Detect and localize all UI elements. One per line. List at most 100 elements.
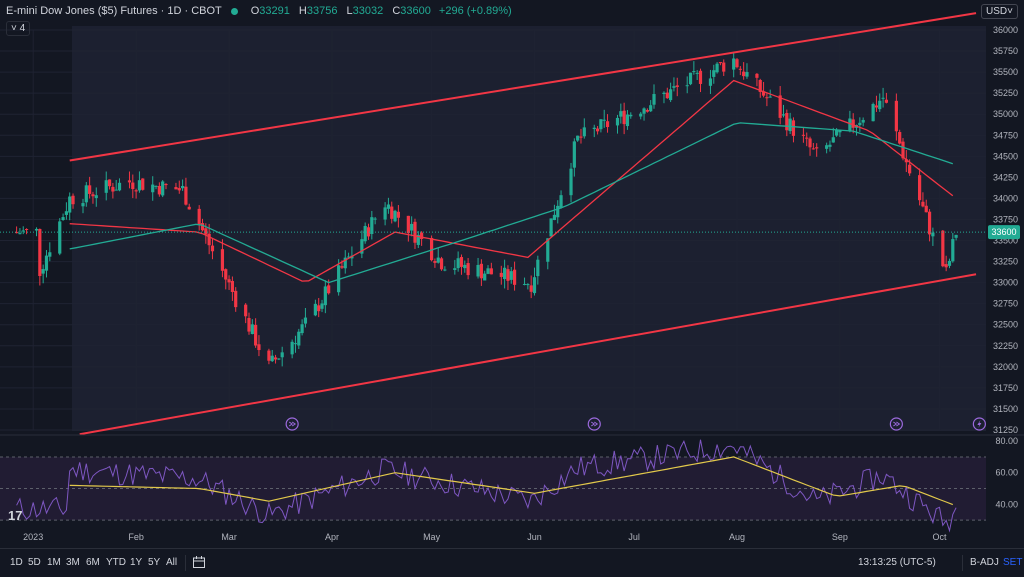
event-markers xyxy=(285,417,986,431)
channel-lower-line[interactable] xyxy=(79,273,977,436)
candle-body xyxy=(649,105,653,112)
candle-body xyxy=(908,164,912,174)
timeframe-all[interactable]: All xyxy=(166,557,178,568)
candle-body xyxy=(117,182,122,191)
price-tick: 34750 xyxy=(993,130,1018,140)
candle-body xyxy=(871,103,875,122)
timeframe-5d[interactable]: 5D xyxy=(28,557,41,568)
trend-channel[interactable] xyxy=(69,12,977,436)
candle-body xyxy=(420,232,424,240)
candle-body xyxy=(629,114,633,117)
candle-body xyxy=(572,141,576,168)
back-adjust-toggle[interactable]: B-ADJ xyxy=(970,557,999,568)
fast-forward-circle-icon[interactable] xyxy=(889,417,903,431)
candle-body xyxy=(107,179,112,187)
timeframe-1m[interactable]: 1M xyxy=(47,557,61,568)
candle-body xyxy=(951,239,955,262)
candle-body xyxy=(559,195,563,208)
currency-select[interactable]: USD˅ xyxy=(981,4,1018,19)
calendar-icon[interactable] xyxy=(192,555,206,569)
candle-body xyxy=(141,178,145,190)
candle-body xyxy=(360,239,364,254)
candle-body xyxy=(805,137,809,139)
candle-body xyxy=(927,211,932,235)
candle-body xyxy=(718,62,723,64)
candle-body xyxy=(941,230,945,267)
time-axis[interactable]: 2023 Feb Mar Apr May Jun Jul Aug Sep Oct xyxy=(23,532,947,542)
clock-timezone[interactable]: 13:13:25 (UTC-5) xyxy=(858,557,936,568)
candle-body xyxy=(340,266,344,268)
candle-body xyxy=(811,148,815,150)
candle-body xyxy=(300,324,304,334)
fast-forward-circle-icon[interactable] xyxy=(587,417,601,431)
candle-body xyxy=(88,185,92,194)
high-label: H xyxy=(298,5,307,17)
tradingview-logo: 17 xyxy=(8,508,23,523)
candle-body xyxy=(918,175,922,201)
rsi-line xyxy=(16,439,957,533)
timeframe-1d[interactable]: 1D xyxy=(10,557,23,568)
candle-body xyxy=(884,99,889,103)
candle-body xyxy=(788,118,792,132)
settlement-toggle[interactable]: SET xyxy=(1003,557,1023,568)
candle-body xyxy=(947,260,952,266)
grid xyxy=(0,29,986,431)
price-tick: 33500 xyxy=(993,236,1018,246)
candle-body xyxy=(778,95,782,118)
candle-body xyxy=(370,217,374,234)
candle-body xyxy=(675,85,679,88)
last-price-text: 33600 xyxy=(991,227,1016,237)
close-value: 33600 xyxy=(400,5,431,17)
last-price-label: 33600 xyxy=(0,225,1020,240)
fast-forward-circle-icon[interactable] xyxy=(285,417,299,431)
price-tick: 33000 xyxy=(993,278,1018,288)
candle-body xyxy=(250,324,254,335)
candle-body xyxy=(463,264,467,269)
candle-body xyxy=(595,128,600,132)
candle-body xyxy=(244,304,248,317)
candle-body xyxy=(91,194,95,197)
candle-body xyxy=(439,258,444,270)
rsi-tick: 80.00 xyxy=(995,436,1018,446)
timeframe-3m[interactable]: 3M xyxy=(66,557,80,568)
candle-body xyxy=(323,286,327,306)
price-axis[interactable]: 36000 35750 35500 35250 35000 34750 34500 34250… xyxy=(993,25,1018,435)
price-tick: 35750 xyxy=(993,46,1018,56)
open-label: O xyxy=(250,5,260,17)
candle-body xyxy=(483,273,487,281)
candle-body xyxy=(625,114,630,127)
candle-body xyxy=(898,132,902,144)
candles xyxy=(14,53,958,367)
candle-body xyxy=(313,303,317,316)
timeframe-ytd[interactable]: YTD xyxy=(106,557,126,568)
candle-body xyxy=(386,204,391,209)
candle-body xyxy=(529,285,533,292)
indicators-toggle[interactable]: ˅ 4 xyxy=(6,21,31,36)
candle-body xyxy=(320,303,324,309)
candle-body xyxy=(526,284,530,286)
candle-body xyxy=(161,181,165,196)
candle-body xyxy=(24,229,29,231)
candle-body xyxy=(639,113,643,117)
channel-upper-line[interactable] xyxy=(69,12,977,162)
candle-body xyxy=(645,110,649,112)
candle-body xyxy=(210,245,215,252)
price-tick: 36000 xyxy=(993,25,1018,35)
candle-body xyxy=(64,211,68,215)
lightning-circle-icon[interactable] xyxy=(972,417,986,431)
timeframe-6m[interactable]: 6M xyxy=(86,557,100,568)
candle-body xyxy=(738,68,742,70)
time-tick: 2023 xyxy=(23,532,43,542)
candle-body xyxy=(761,91,766,96)
candle-body xyxy=(476,264,480,277)
symbol-title[interactable]: E-mini Dow Jones ($5) Futures · 1D · CBO… xyxy=(6,5,222,17)
candle-body xyxy=(576,135,580,141)
candle-body xyxy=(220,249,225,271)
timeframe-1y[interactable]: 1Y xyxy=(130,557,143,568)
last-price-box xyxy=(988,225,1020,240)
low-value: 33032 xyxy=(352,5,384,17)
candle-body xyxy=(791,120,796,136)
time-tick: Jun xyxy=(527,532,542,542)
timeframe-5y[interactable]: 5Y xyxy=(148,557,161,568)
